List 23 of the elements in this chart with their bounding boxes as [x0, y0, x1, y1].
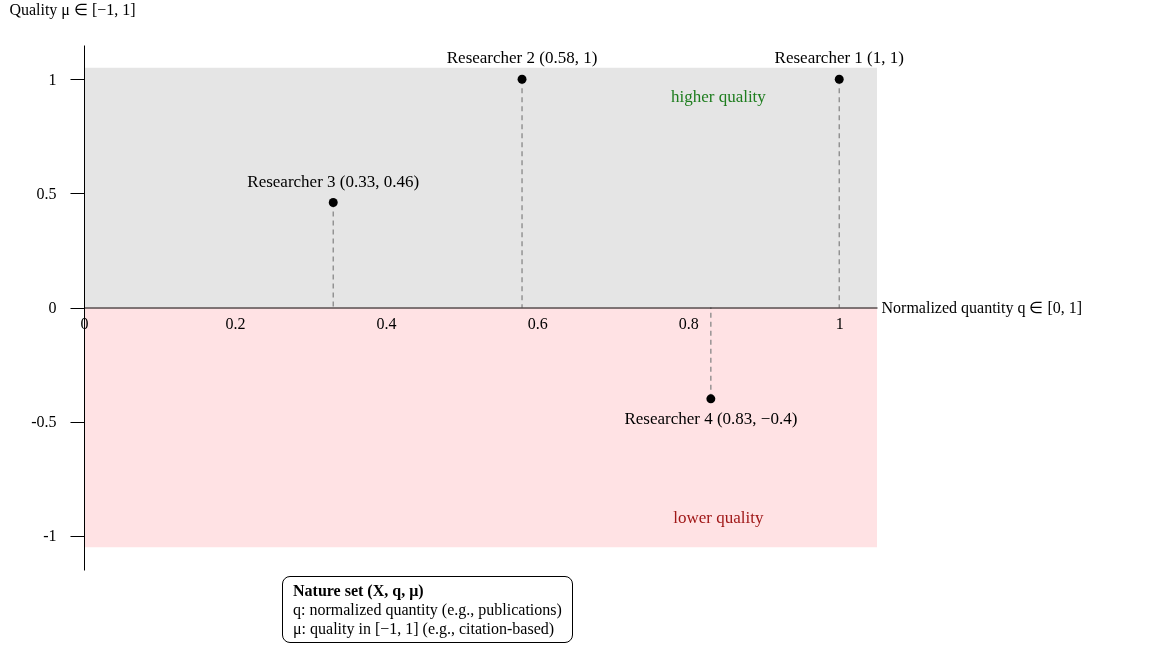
- x-axis-title: Normalized quantity q ∈ [0, 1]: [881, 299, 1083, 317]
- y-axis-title: Quality μ ∈ [−1, 1]: [9, 0, 136, 19]
- point: [517, 74, 527, 84]
- band-label: lower quality: [673, 508, 764, 528]
- annotation: Researcher 2 (0.58, 1): [446, 48, 598, 68]
- point: [328, 198, 338, 207]
- y-tick-label: 0.5: [36, 184, 57, 202]
- annotation: Researcher 3 (0.33, 0.46): [247, 171, 420, 191]
- y-tick-label: 1: [48, 70, 57, 88]
- point: [834, 74, 844, 84]
- band-label: higher quality: [670, 86, 767, 106]
- y-tick-label: -1: [43, 527, 57, 545]
- x-tick-label: 0.8: [678, 315, 699, 332]
- x-tick-label: 1: [835, 315, 844, 332]
- y-tick-label: -0.5: [31, 413, 57, 431]
- x-tick-label: 0.6: [527, 315, 548, 332]
- annotation: Researcher 1 (1, 1): [774, 48, 904, 68]
- note-box: Nature set (X, q, μ) q: normalized quantity (e.g., publications) μ: quality in [−1, 1] (e.g., citation-based): [282, 576, 573, 643]
- annotation: Researcher 4 (0.83, −0.4): [624, 408, 798, 428]
- y-tick-label: 0: [48, 299, 57, 316]
- point: [706, 394, 716, 404]
- x-tick-label: 0.2: [225, 315, 246, 332]
- x-tick-label: 0.4: [376, 315, 397, 332]
